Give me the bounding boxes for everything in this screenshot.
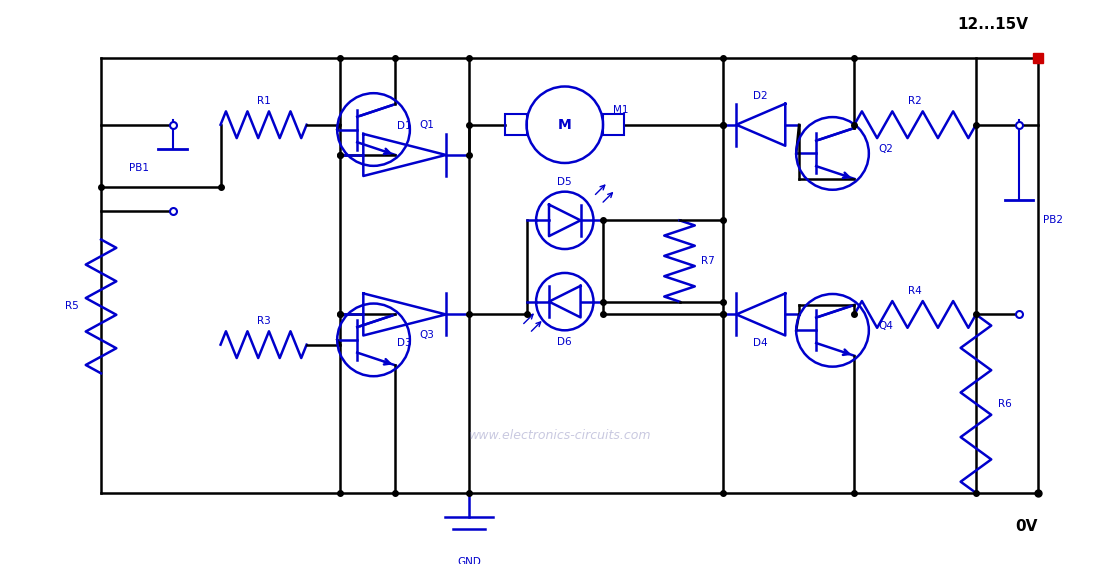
Text: R7: R7 bbox=[701, 256, 715, 266]
Text: R6: R6 bbox=[998, 399, 1011, 409]
Text: R2: R2 bbox=[908, 96, 922, 106]
Text: 12...15V: 12...15V bbox=[958, 17, 1028, 32]
Text: PB2: PB2 bbox=[1043, 214, 1063, 224]
Text: 0V: 0V bbox=[1016, 519, 1038, 534]
Text: R3: R3 bbox=[256, 316, 270, 326]
Text: D3: D3 bbox=[398, 338, 412, 348]
Bar bbox=[505, 114, 526, 135]
Text: GND: GND bbox=[457, 557, 482, 564]
Text: R4: R4 bbox=[908, 285, 922, 296]
Text: Q2: Q2 bbox=[878, 144, 894, 153]
Text: www.electronics-circuits.com: www.electronics-circuits.com bbox=[469, 429, 651, 442]
Text: M: M bbox=[558, 118, 571, 132]
Text: M1: M1 bbox=[613, 105, 628, 116]
Text: R1: R1 bbox=[256, 96, 270, 106]
Text: D5: D5 bbox=[558, 177, 572, 187]
Text: D4: D4 bbox=[754, 338, 768, 348]
Text: Q4: Q4 bbox=[878, 320, 894, 331]
Text: D1: D1 bbox=[398, 121, 412, 131]
Text: Q3: Q3 bbox=[420, 330, 435, 340]
Text: D6: D6 bbox=[558, 337, 572, 347]
Text: D2: D2 bbox=[754, 91, 768, 101]
Text: R5: R5 bbox=[65, 301, 80, 311]
Bar bbox=[603, 114, 624, 135]
Text: PB1: PB1 bbox=[129, 163, 149, 173]
Text: Q1: Q1 bbox=[420, 120, 435, 130]
